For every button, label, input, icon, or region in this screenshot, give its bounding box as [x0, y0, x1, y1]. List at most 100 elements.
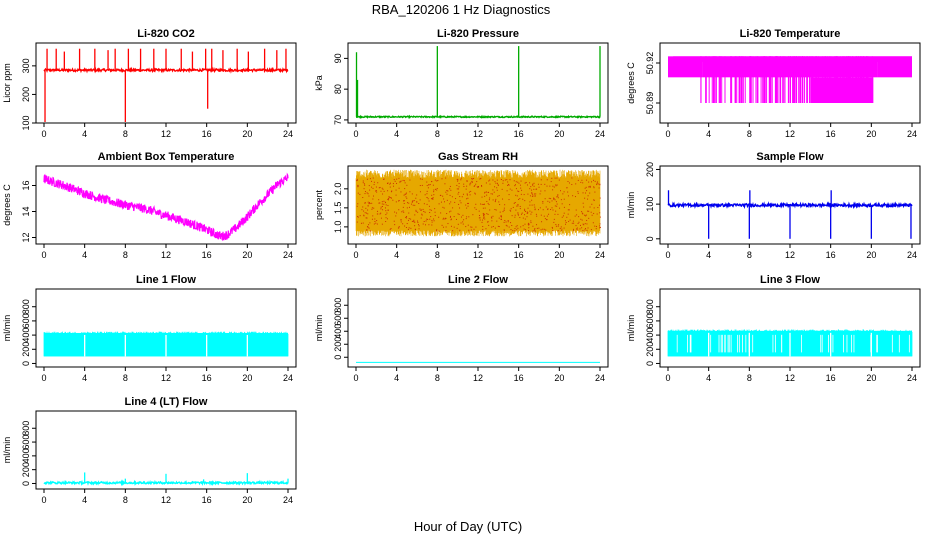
series-dot [590, 229, 592, 231]
series-dot [378, 202, 380, 204]
series-dot [585, 214, 587, 216]
series-dot [476, 186, 478, 188]
series-dot [595, 228, 597, 230]
series-dot [477, 186, 479, 188]
series-dot [510, 208, 512, 210]
series-dot [426, 196, 428, 198]
series-dot [482, 212, 484, 214]
series-dot [477, 186, 479, 188]
series-dot [513, 202, 515, 204]
series-dot [376, 223, 378, 225]
x-tick-label: 16 [514, 373, 524, 383]
series-dot [407, 228, 409, 230]
series-dot [594, 180, 596, 182]
x-tick-label: 16 [202, 129, 212, 139]
series-dot [583, 206, 585, 208]
series-dot [492, 215, 494, 217]
series-dot [459, 207, 461, 209]
series-dot [368, 227, 370, 229]
series-dot [474, 185, 476, 187]
series-dot [547, 209, 549, 211]
series-dot [556, 177, 558, 179]
series-dot [524, 209, 526, 211]
series-dot [569, 219, 571, 221]
series-dot [534, 230, 536, 232]
series-dot [492, 225, 494, 227]
series-dot [581, 179, 583, 181]
series-dot [411, 200, 413, 202]
series-dot [455, 218, 457, 220]
x-tick-label: 20 [866, 250, 876, 260]
series-dot [413, 221, 415, 223]
y-tick-label: 800 [333, 298, 343, 313]
series-dot [357, 186, 359, 188]
series-dot [426, 218, 428, 220]
series-dot [457, 180, 459, 182]
y-axis-label: kPa [314, 75, 324, 91]
series-dot [463, 183, 465, 185]
series-dot [429, 212, 431, 214]
series-dot [534, 229, 536, 231]
series-dot [371, 202, 373, 204]
y-tick-label: 0 [333, 355, 343, 360]
series-dot [581, 227, 583, 229]
series-dot [511, 225, 513, 227]
series-dot [498, 195, 500, 197]
y-tick-label: 200 [21, 342, 31, 357]
series-dot [540, 183, 542, 185]
series-dot [457, 179, 459, 181]
series-dot [498, 184, 500, 186]
y-axis-label: ml/min [314, 315, 324, 342]
series-dot [527, 223, 529, 225]
series-dot [483, 216, 485, 218]
series-dot [480, 177, 482, 179]
series-dot [540, 214, 542, 216]
series-dot [398, 226, 400, 228]
series-dot [560, 199, 562, 201]
y-tick-label: 600 [21, 313, 31, 328]
series-dot [433, 218, 435, 220]
series-dot [479, 215, 481, 217]
series-dot [443, 198, 445, 200]
series-dot [535, 188, 537, 190]
series-dot [488, 199, 490, 201]
series-dot [462, 193, 464, 195]
series-dot [577, 222, 579, 224]
series-dot [507, 184, 509, 186]
series-dot [583, 224, 585, 226]
series-dot [392, 199, 394, 201]
series-dot [427, 198, 429, 200]
series-dot [503, 209, 505, 211]
series-dot [381, 203, 383, 205]
x-tick-label: 16 [202, 250, 212, 260]
series-dot [428, 205, 430, 207]
series-dot [527, 193, 529, 195]
series-dot [466, 185, 468, 187]
series-dot [467, 224, 469, 226]
y-tick-label: 800 [21, 299, 31, 314]
series-dot [517, 203, 519, 205]
series-dot [576, 214, 578, 216]
series-dot [523, 194, 525, 196]
series-dot [406, 216, 408, 218]
series-dot [427, 218, 429, 220]
series-dot [418, 225, 420, 227]
series-dot [484, 207, 486, 209]
series-dot [442, 218, 444, 220]
panel-title: Ambient Box Temperature [98, 151, 235, 163]
series-dot [475, 203, 477, 205]
y-tick-label: 600 [21, 435, 31, 450]
series-dot [454, 201, 456, 203]
series-dot [471, 178, 473, 180]
panel-title: Li-820 Temperature [740, 28, 841, 40]
series-dot [449, 216, 451, 218]
series-dot [385, 214, 387, 216]
series-dot [575, 183, 577, 185]
series-dot [525, 181, 527, 183]
series-dot [387, 190, 389, 192]
series-dot [444, 183, 446, 185]
series-dot [383, 178, 385, 180]
series-dot [449, 203, 451, 205]
series-dot [440, 212, 442, 214]
